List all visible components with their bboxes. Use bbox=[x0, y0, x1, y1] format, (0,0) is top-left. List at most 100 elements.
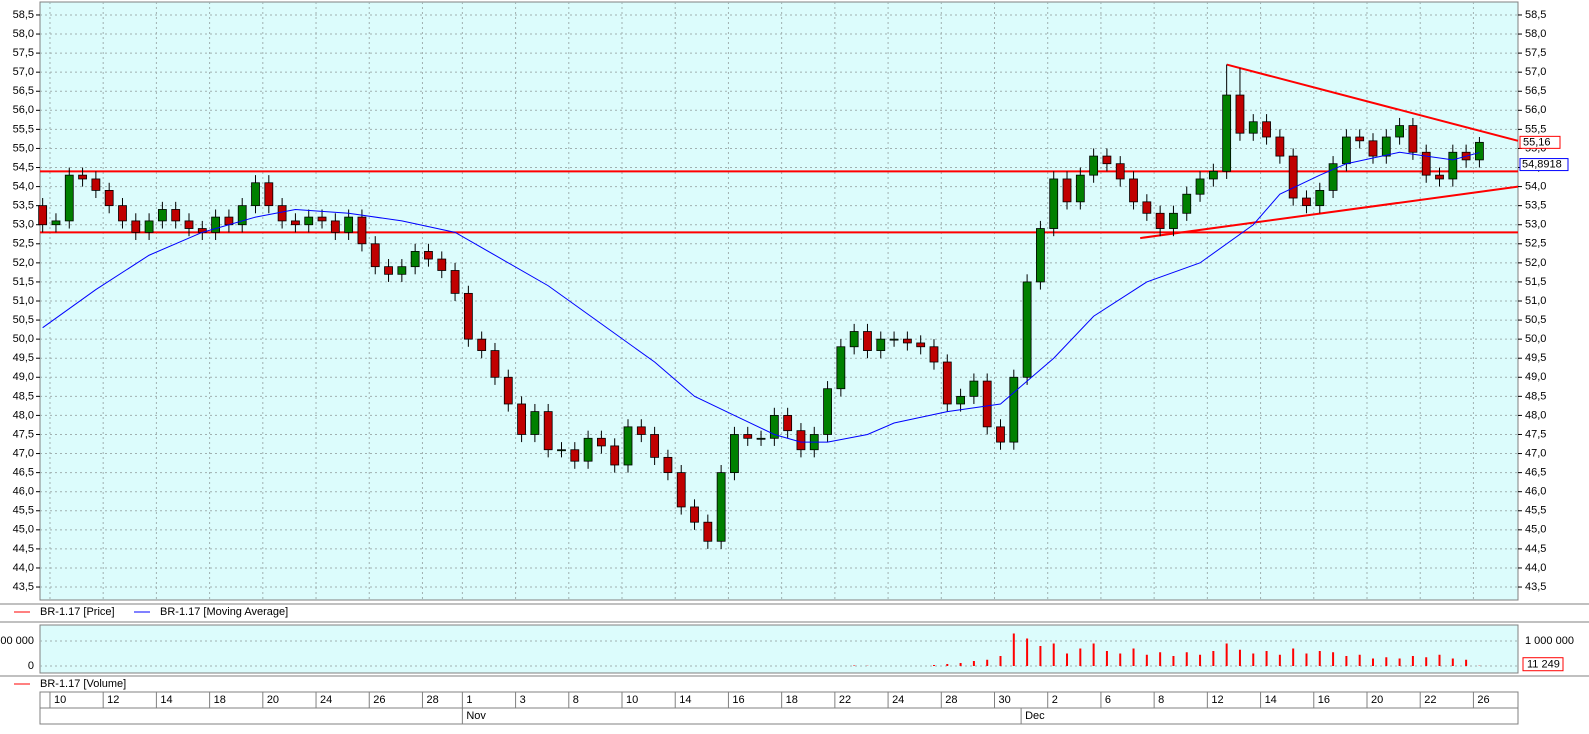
candle-body bbox=[1355, 136, 1365, 142]
candle-body bbox=[384, 266, 393, 275]
y-tick-label: 53,0 bbox=[13, 219, 34, 231]
candle-body bbox=[557, 449, 566, 452]
candle-body bbox=[1115, 163, 1125, 180]
volume-bar bbox=[1371, 658, 1374, 666]
candle-body bbox=[1421, 151, 1431, 176]
candle-body bbox=[1368, 140, 1378, 157]
candle-body bbox=[1235, 94, 1245, 134]
x-tick-label: 24 bbox=[320, 694, 332, 706]
y-tick-label: 52,5 bbox=[1525, 238, 1546, 250]
x-tick-label: 8 bbox=[1158, 694, 1164, 706]
candle-body bbox=[1155, 212, 1165, 229]
candle-body bbox=[530, 411, 540, 435]
candle-body bbox=[716, 472, 726, 542]
candle-body bbox=[490, 350, 500, 378]
candle-body bbox=[1435, 174, 1444, 180]
candle-body bbox=[304, 216, 314, 226]
y-tick-label: 47,5 bbox=[1525, 428, 1546, 440]
volume-bar bbox=[1238, 649, 1241, 666]
x-tick-label: 16 bbox=[732, 694, 744, 706]
y-tick-label: 54,0 bbox=[1525, 180, 1546, 192]
y-tick-label: 54,0 bbox=[13, 180, 34, 192]
x-tick-label: 16 bbox=[1318, 694, 1330, 706]
candle-body bbox=[184, 220, 194, 229]
x-tick-label: 14 bbox=[160, 694, 172, 706]
y-tick-label: 55,0 bbox=[13, 142, 34, 154]
x-tick-label: 10 bbox=[626, 694, 638, 706]
y-tick-label: 53,5 bbox=[13, 200, 34, 212]
volume-bar bbox=[1066, 653, 1069, 666]
volume-bar bbox=[1292, 648, 1295, 666]
y-tick-label: 57,0 bbox=[13, 66, 34, 78]
last-ma-label: 54,8918 bbox=[1522, 158, 1562, 170]
x-tick-label: 1 bbox=[466, 694, 472, 706]
candle-body bbox=[64, 174, 74, 222]
y-tick-label: 57,5 bbox=[1525, 47, 1546, 59]
x-tick-label: 26 bbox=[373, 694, 385, 706]
candle-body bbox=[690, 506, 699, 523]
y-tick-label: 1 000 000 bbox=[0, 635, 34, 647]
candle-body bbox=[517, 403, 526, 435]
candle-body bbox=[756, 437, 766, 440]
candle-body bbox=[78, 174, 87, 180]
candle-body bbox=[1262, 121, 1271, 138]
x-tick-label: 12 bbox=[1211, 694, 1223, 706]
x-tick-label: 30 bbox=[999, 694, 1011, 706]
y-tick-label: 56,5 bbox=[1525, 85, 1546, 97]
candle-body bbox=[663, 456, 673, 474]
y-tick-label: 50,0 bbox=[1525, 333, 1546, 345]
candle-body bbox=[1395, 125, 1405, 138]
candle-body bbox=[543, 411, 553, 451]
volume-bar bbox=[972, 661, 975, 666]
candle-body bbox=[144, 220, 154, 233]
candle-body bbox=[450, 270, 460, 294]
candle-body bbox=[1129, 178, 1138, 203]
volume-bar bbox=[1345, 656, 1348, 666]
candle-body bbox=[1341, 136, 1351, 165]
volume-bar bbox=[1225, 643, 1228, 666]
y-tick-label: 46,0 bbox=[13, 486, 34, 498]
candle-body bbox=[676, 472, 686, 508]
candle-body bbox=[251, 182, 260, 207]
y-tick-label: 1 000 000 bbox=[1525, 635, 1574, 647]
candle-body bbox=[902, 338, 912, 344]
volume-bar bbox=[1318, 651, 1321, 666]
legend-label: BR-1.17 [Volume] bbox=[40, 678, 126, 690]
candle-body bbox=[942, 361, 952, 405]
volume-bar bbox=[1185, 652, 1188, 666]
y-tick-label: 53,0 bbox=[1525, 219, 1546, 231]
trend-line bbox=[1140, 185, 1519, 240]
volume-bar bbox=[1199, 654, 1202, 666]
y-tick-label: 52,5 bbox=[13, 238, 34, 250]
candle-body bbox=[157, 209, 167, 222]
y-tick-label: 49,5 bbox=[1525, 352, 1546, 364]
candle-body bbox=[1315, 190, 1325, 207]
candle-body bbox=[730, 434, 739, 474]
candle-body bbox=[597, 437, 606, 447]
candle-body bbox=[636, 426, 646, 435]
y-tick-label: 49,0 bbox=[13, 371, 34, 383]
candle-body bbox=[1169, 212, 1178, 229]
candle-body bbox=[317, 216, 327, 222]
candle-body bbox=[703, 521, 713, 542]
volume-bar bbox=[986, 659, 989, 666]
volume-bar bbox=[1278, 654, 1281, 666]
x-tick-label: 20 bbox=[267, 694, 279, 706]
candle-body bbox=[610, 445, 620, 466]
candle-body bbox=[1102, 155, 1112, 165]
candle-body bbox=[1036, 228, 1045, 283]
candle-body bbox=[996, 426, 1005, 443]
volume-bar bbox=[1105, 651, 1108, 666]
candle-body bbox=[1288, 155, 1298, 199]
candle-body bbox=[836, 346, 846, 390]
candle-body bbox=[623, 426, 633, 466]
volume-bar bbox=[1252, 653, 1255, 666]
x-tick-label: 6 bbox=[1105, 694, 1111, 706]
x-tick-label: 26 bbox=[1477, 694, 1489, 706]
volume-bar bbox=[853, 665, 856, 666]
volume-bar bbox=[946, 664, 949, 666]
y-tick-label: 45,0 bbox=[13, 524, 34, 536]
y-tick-label: 47,5 bbox=[13, 428, 34, 440]
candle-body bbox=[982, 380, 992, 428]
y-tick-label: 50,0 bbox=[13, 333, 34, 345]
